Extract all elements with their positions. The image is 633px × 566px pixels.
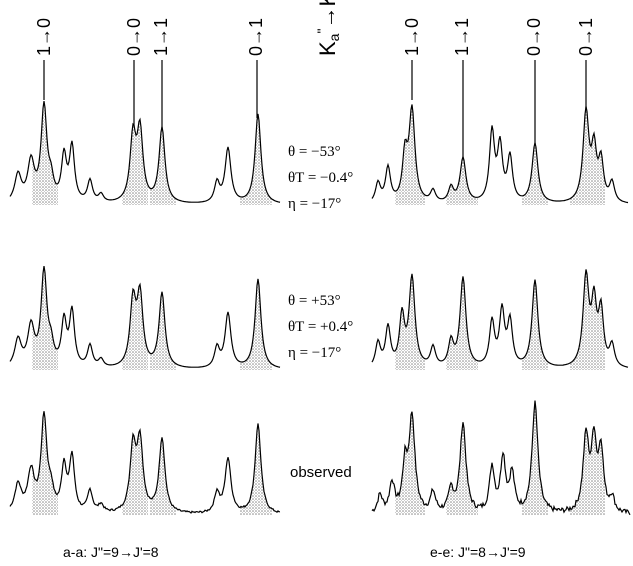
left-transition-labels: 1→0 0→0 1→1 0→1 (34, 18, 266, 56)
observed-label: observed (290, 464, 352, 481)
right-label-2: 1→1 (452, 18, 472, 56)
caption-left: a-a: J"=9→J'=8 (63, 544, 159, 560)
top-right-shaded-peak (395, 104, 425, 205)
param-thetaT-top: θT = −0.4° (288, 170, 353, 186)
mid-right-shaded-peak (570, 269, 605, 370)
caption-right: e-e: J"=8→J'=9 (430, 544, 526, 560)
right-label-4: 0→1 (576, 18, 596, 56)
ka-symbol: Ka"→Ka' (314, 0, 342, 56)
obs-left-trace (9, 411, 281, 514)
marker-lines (43, 60, 587, 170)
top-right-shaded-peak (570, 106, 605, 205)
mid-right-shaded-peak (395, 273, 425, 370)
params-top: θ = −53° θT = −0.4° η = −17° (288, 144, 353, 212)
param-theta-top: θ = −53° (288, 144, 341, 160)
params-mid: θ = +53° θT = +0.4° η = −17° (288, 293, 353, 361)
obs-right-shaded-peak (395, 411, 425, 515)
left-label-3: 1→1 (151, 18, 171, 56)
mid-left-trace (9, 266, 281, 368)
top-left-trace (9, 101, 281, 203)
left-label-4: 0→1 (246, 18, 266, 56)
left-label-2: 0→0 (124, 18, 144, 56)
left-label-1: 1→0 (34, 18, 54, 56)
header-symbol: Ka"→Ka' (314, 0, 342, 56)
top-left-shaded-peak (32, 101, 58, 205)
param-eta-mid: η = −17° (288, 345, 341, 361)
obs-left-shaded-peak (32, 411, 58, 515)
mid-right-shaded-peak (446, 276, 478, 370)
obs-right-trace (371, 400, 631, 516)
top-right-trace (371, 104, 629, 204)
top-left-shaded-peak (150, 126, 176, 205)
param-eta-top: η = −17° (288, 196, 341, 212)
obs-left-shaded-peak (150, 437, 176, 515)
obs-right-shaded-peak (446, 422, 478, 515)
param-thetaT-mid: θT = +0.4° (288, 319, 353, 335)
mid-right-trace (371, 269, 629, 368)
mid-left-shaded-peak (150, 291, 176, 370)
mid-left-shaded-peak (32, 266, 58, 370)
right-label-1: 1→0 (402, 18, 422, 56)
right-label-3: 0→0 (524, 18, 544, 56)
spectra-traces (9, 101, 631, 516)
right-transition-labels: 1→0 1→1 0→0 0→1 (402, 18, 596, 56)
param-theta-mid: θ = +53° (288, 293, 341, 309)
